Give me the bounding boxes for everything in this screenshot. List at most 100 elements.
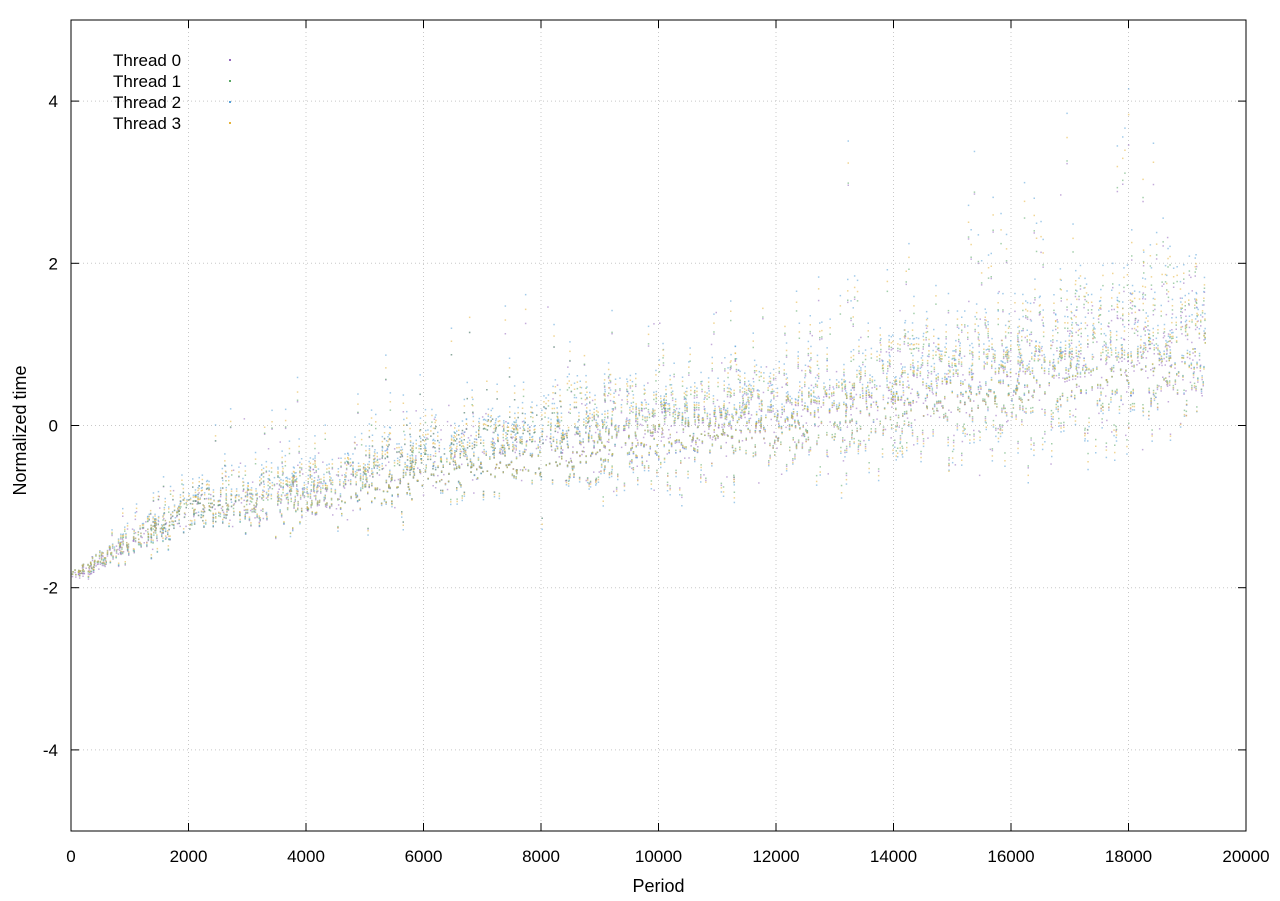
data-point: [1058, 418, 1060, 420]
data-point: [153, 500, 155, 502]
data-point: [1153, 143, 1155, 145]
data-point: [684, 403, 686, 405]
data-point: [751, 414, 753, 416]
data-point: [178, 523, 180, 525]
data-point: [1161, 362, 1163, 364]
data-point: [654, 432, 656, 434]
data-point: [1143, 292, 1145, 294]
data-point: [1039, 387, 1041, 389]
data-point: [507, 434, 509, 436]
data-point: [371, 484, 373, 486]
data-point: [420, 448, 422, 450]
data-point: [847, 302, 849, 304]
data-point: [688, 372, 690, 374]
data-point: [112, 546, 114, 548]
data-point: [450, 425, 452, 427]
data-point: [161, 527, 163, 529]
data-point: [1186, 400, 1188, 402]
data-point: [730, 394, 732, 396]
data-point: [553, 440, 555, 442]
data-point: [991, 278, 993, 280]
data-point: [668, 429, 670, 431]
data-point: [1196, 303, 1198, 305]
data-point: [133, 541, 135, 543]
data-point: [654, 413, 656, 415]
data-point: [1186, 411, 1188, 413]
data-point: [961, 453, 963, 455]
data-point: [960, 385, 962, 387]
data-point: [808, 451, 810, 453]
data-point: [295, 499, 297, 501]
data-point: [808, 366, 810, 368]
data-point: [836, 371, 838, 373]
data-point: [663, 365, 665, 367]
data-point: [700, 464, 702, 466]
data-point: [899, 348, 901, 350]
data-point: [727, 394, 729, 396]
data-point: [1105, 342, 1107, 344]
data-point: [122, 539, 124, 541]
data-point: [1176, 329, 1178, 331]
data-point: [611, 465, 613, 467]
data-point: [753, 347, 755, 349]
data-points: [72, 88, 1206, 580]
data-point: [1156, 347, 1158, 349]
data-point: [721, 424, 723, 426]
data-point: [1064, 381, 1066, 383]
data-point: [1102, 388, 1104, 390]
data-point: [813, 392, 815, 394]
data-point: [802, 409, 804, 411]
data-point: [1203, 304, 1205, 306]
data-point: [338, 504, 340, 506]
data-point: [1197, 309, 1199, 311]
data-point: [698, 407, 700, 409]
data-point: [936, 380, 938, 382]
data-point: [712, 439, 714, 441]
data-point: [729, 424, 731, 426]
data-point: [545, 439, 547, 441]
data-point: [889, 352, 891, 354]
data-point: [688, 457, 690, 459]
data-point: [750, 394, 752, 396]
data-point: [700, 474, 702, 476]
data-point: [927, 437, 929, 439]
data-point: [347, 519, 349, 521]
data-point: [1115, 356, 1117, 358]
data-point: [658, 428, 660, 430]
data-point: [555, 431, 557, 433]
data-point: [995, 429, 997, 431]
data-point: [410, 449, 412, 451]
data-point: [544, 416, 546, 418]
data-point: [362, 488, 364, 490]
data-point: [566, 437, 568, 439]
data-point: [954, 365, 956, 367]
data-point: [630, 385, 632, 387]
data-point: [787, 420, 789, 422]
data-point: [782, 414, 784, 416]
data-point: [660, 404, 662, 406]
data-point: [402, 456, 404, 458]
data-point: [530, 455, 532, 457]
data-point: [802, 444, 804, 446]
data-point: [1195, 390, 1197, 392]
data-point: [550, 438, 552, 440]
data-point: [916, 401, 918, 403]
data-point: [223, 512, 225, 513]
data-point: [671, 425, 673, 427]
data-point: [385, 465, 387, 467]
data-point: [295, 500, 297, 502]
data-point: [726, 419, 728, 421]
data-point: [955, 349, 957, 351]
data-point: [289, 485, 291, 487]
data-point: [111, 535, 113, 537]
data-point: [899, 351, 901, 353]
data-point: [823, 396, 825, 398]
data-point: [723, 486, 725, 488]
data-point: [1189, 358, 1191, 360]
data-point: [966, 412, 968, 414]
data-point: [598, 476, 600, 478]
data-point: [810, 331, 812, 333]
data-point: [1022, 367, 1024, 369]
data-point: [459, 444, 461, 446]
data-point: [717, 399, 719, 401]
